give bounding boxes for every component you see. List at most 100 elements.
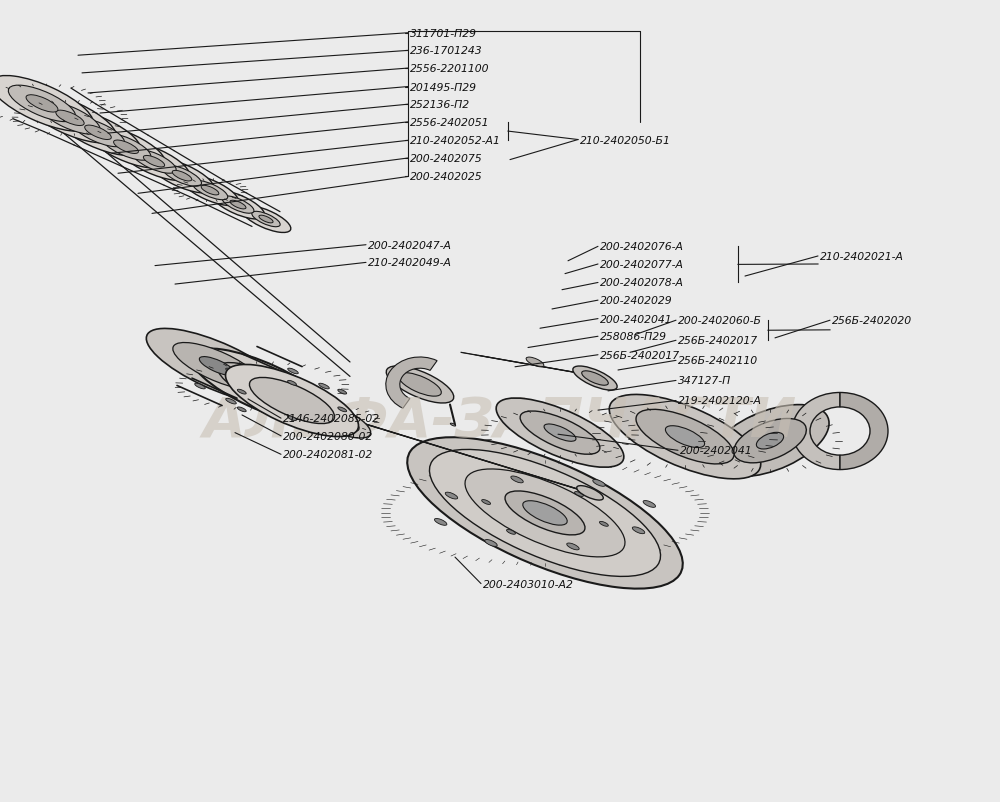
Text: 200-2402060-Б: 200-2402060-Б [678,316,762,326]
Ellipse shape [643,501,656,508]
Text: 252136-П2: 252136-П2 [410,100,470,110]
Ellipse shape [172,171,192,182]
Ellipse shape [482,500,491,504]
Ellipse shape [119,143,189,181]
Text: 258086-П29: 258086-П29 [600,332,667,342]
Ellipse shape [55,110,141,156]
Ellipse shape [249,378,335,424]
Ellipse shape [407,438,683,589]
Ellipse shape [575,492,583,496]
Ellipse shape [711,405,829,477]
Ellipse shape [582,371,608,386]
Text: 200-2402047-А: 200-2402047-А [368,241,452,250]
Ellipse shape [101,134,151,161]
Ellipse shape [252,212,280,228]
Ellipse shape [150,159,214,194]
Ellipse shape [326,415,348,426]
Ellipse shape [191,349,333,424]
Ellipse shape [288,381,296,386]
Wedge shape [386,358,437,409]
Ellipse shape [226,399,236,404]
Text: 200-2402078-А: 200-2402078-А [600,278,684,288]
Ellipse shape [132,150,176,174]
Ellipse shape [237,390,246,395]
Text: 256Б-2402017: 256Б-2402017 [678,336,758,346]
Text: 200-2402077-А: 200-2402077-А [600,260,684,269]
Ellipse shape [114,141,138,154]
Ellipse shape [573,367,617,391]
Ellipse shape [523,501,567,525]
Text: 2146-2402085-02: 2146-2402085-02 [283,414,380,423]
Ellipse shape [505,492,585,535]
Text: 347127-П: 347127-П [678,376,731,386]
Text: 210-2402049-А: 210-2402049-А [368,258,452,268]
Text: 200-2402025: 200-2402025 [410,172,483,182]
Ellipse shape [434,519,447,525]
Ellipse shape [507,530,515,535]
Ellipse shape [386,367,454,403]
Ellipse shape [445,492,458,500]
Text: 2556-2201100: 2556-2201100 [410,64,490,74]
Text: 311701-П29: 311701-П29 [410,29,477,38]
Text: 210-2402021-А: 210-2402021-А [820,252,904,261]
Ellipse shape [632,527,645,534]
Ellipse shape [315,408,359,432]
Ellipse shape [24,94,116,144]
Ellipse shape [288,399,298,404]
Ellipse shape [199,357,235,376]
Text: 200-2402081-02: 200-2402081-02 [283,450,373,460]
Text: 210-2402052-А1: 210-2402052-А1 [410,136,501,146]
Text: 200-2402041: 200-2402041 [600,314,673,324]
Ellipse shape [241,206,291,233]
Ellipse shape [599,522,608,527]
Text: 256Б-2402110: 256Б-2402110 [678,356,758,366]
Text: 200-2402041: 200-2402041 [680,446,753,456]
Text: 2556-2402051: 2556-2402051 [410,118,490,128]
Ellipse shape [636,410,734,464]
Ellipse shape [71,119,125,148]
Ellipse shape [218,363,306,410]
Text: 200-2402075: 200-2402075 [410,154,483,164]
Text: 200-2402080-02: 200-2402080-02 [283,431,373,441]
Ellipse shape [526,358,544,367]
Text: 200-2403010-А2: 200-2403010-А2 [483,579,574,589]
Ellipse shape [288,369,298,375]
Ellipse shape [665,426,705,448]
Ellipse shape [237,407,246,412]
Text: 200-2402076-А: 200-2402076-А [600,242,684,252]
Text: 219-2402120-А: 219-2402120-А [678,396,762,406]
Ellipse shape [338,390,347,395]
Ellipse shape [288,416,296,421]
Ellipse shape [593,480,605,487]
Ellipse shape [511,476,523,484]
Ellipse shape [226,365,358,437]
Text: 256Б-2402020: 256Б-2402020 [832,316,912,326]
Text: 201495-П29: 201495-П29 [410,83,477,92]
Ellipse shape [173,343,261,390]
Ellipse shape [567,543,579,550]
Ellipse shape [201,186,219,196]
Text: 200-2402029: 200-2402029 [600,296,673,306]
Ellipse shape [520,411,600,455]
Ellipse shape [465,469,625,557]
Ellipse shape [192,181,228,200]
Ellipse shape [399,373,441,397]
Ellipse shape [222,196,254,214]
Ellipse shape [85,126,111,140]
Ellipse shape [259,216,273,224]
Ellipse shape [544,424,576,442]
Ellipse shape [609,395,761,480]
Ellipse shape [429,450,661,577]
Ellipse shape [319,383,329,390]
Ellipse shape [195,383,205,390]
Ellipse shape [450,423,456,427]
Ellipse shape [338,407,347,412]
Text: 236-1701243: 236-1701243 [410,47,483,56]
Ellipse shape [244,377,280,396]
Text: 256Б-2402017: 256Б-2402017 [600,350,680,360]
Ellipse shape [8,86,76,123]
Ellipse shape [26,95,58,113]
Ellipse shape [0,76,93,132]
Ellipse shape [303,402,371,439]
Text: 210-2402050-Б1: 210-2402050-Б1 [580,136,671,145]
